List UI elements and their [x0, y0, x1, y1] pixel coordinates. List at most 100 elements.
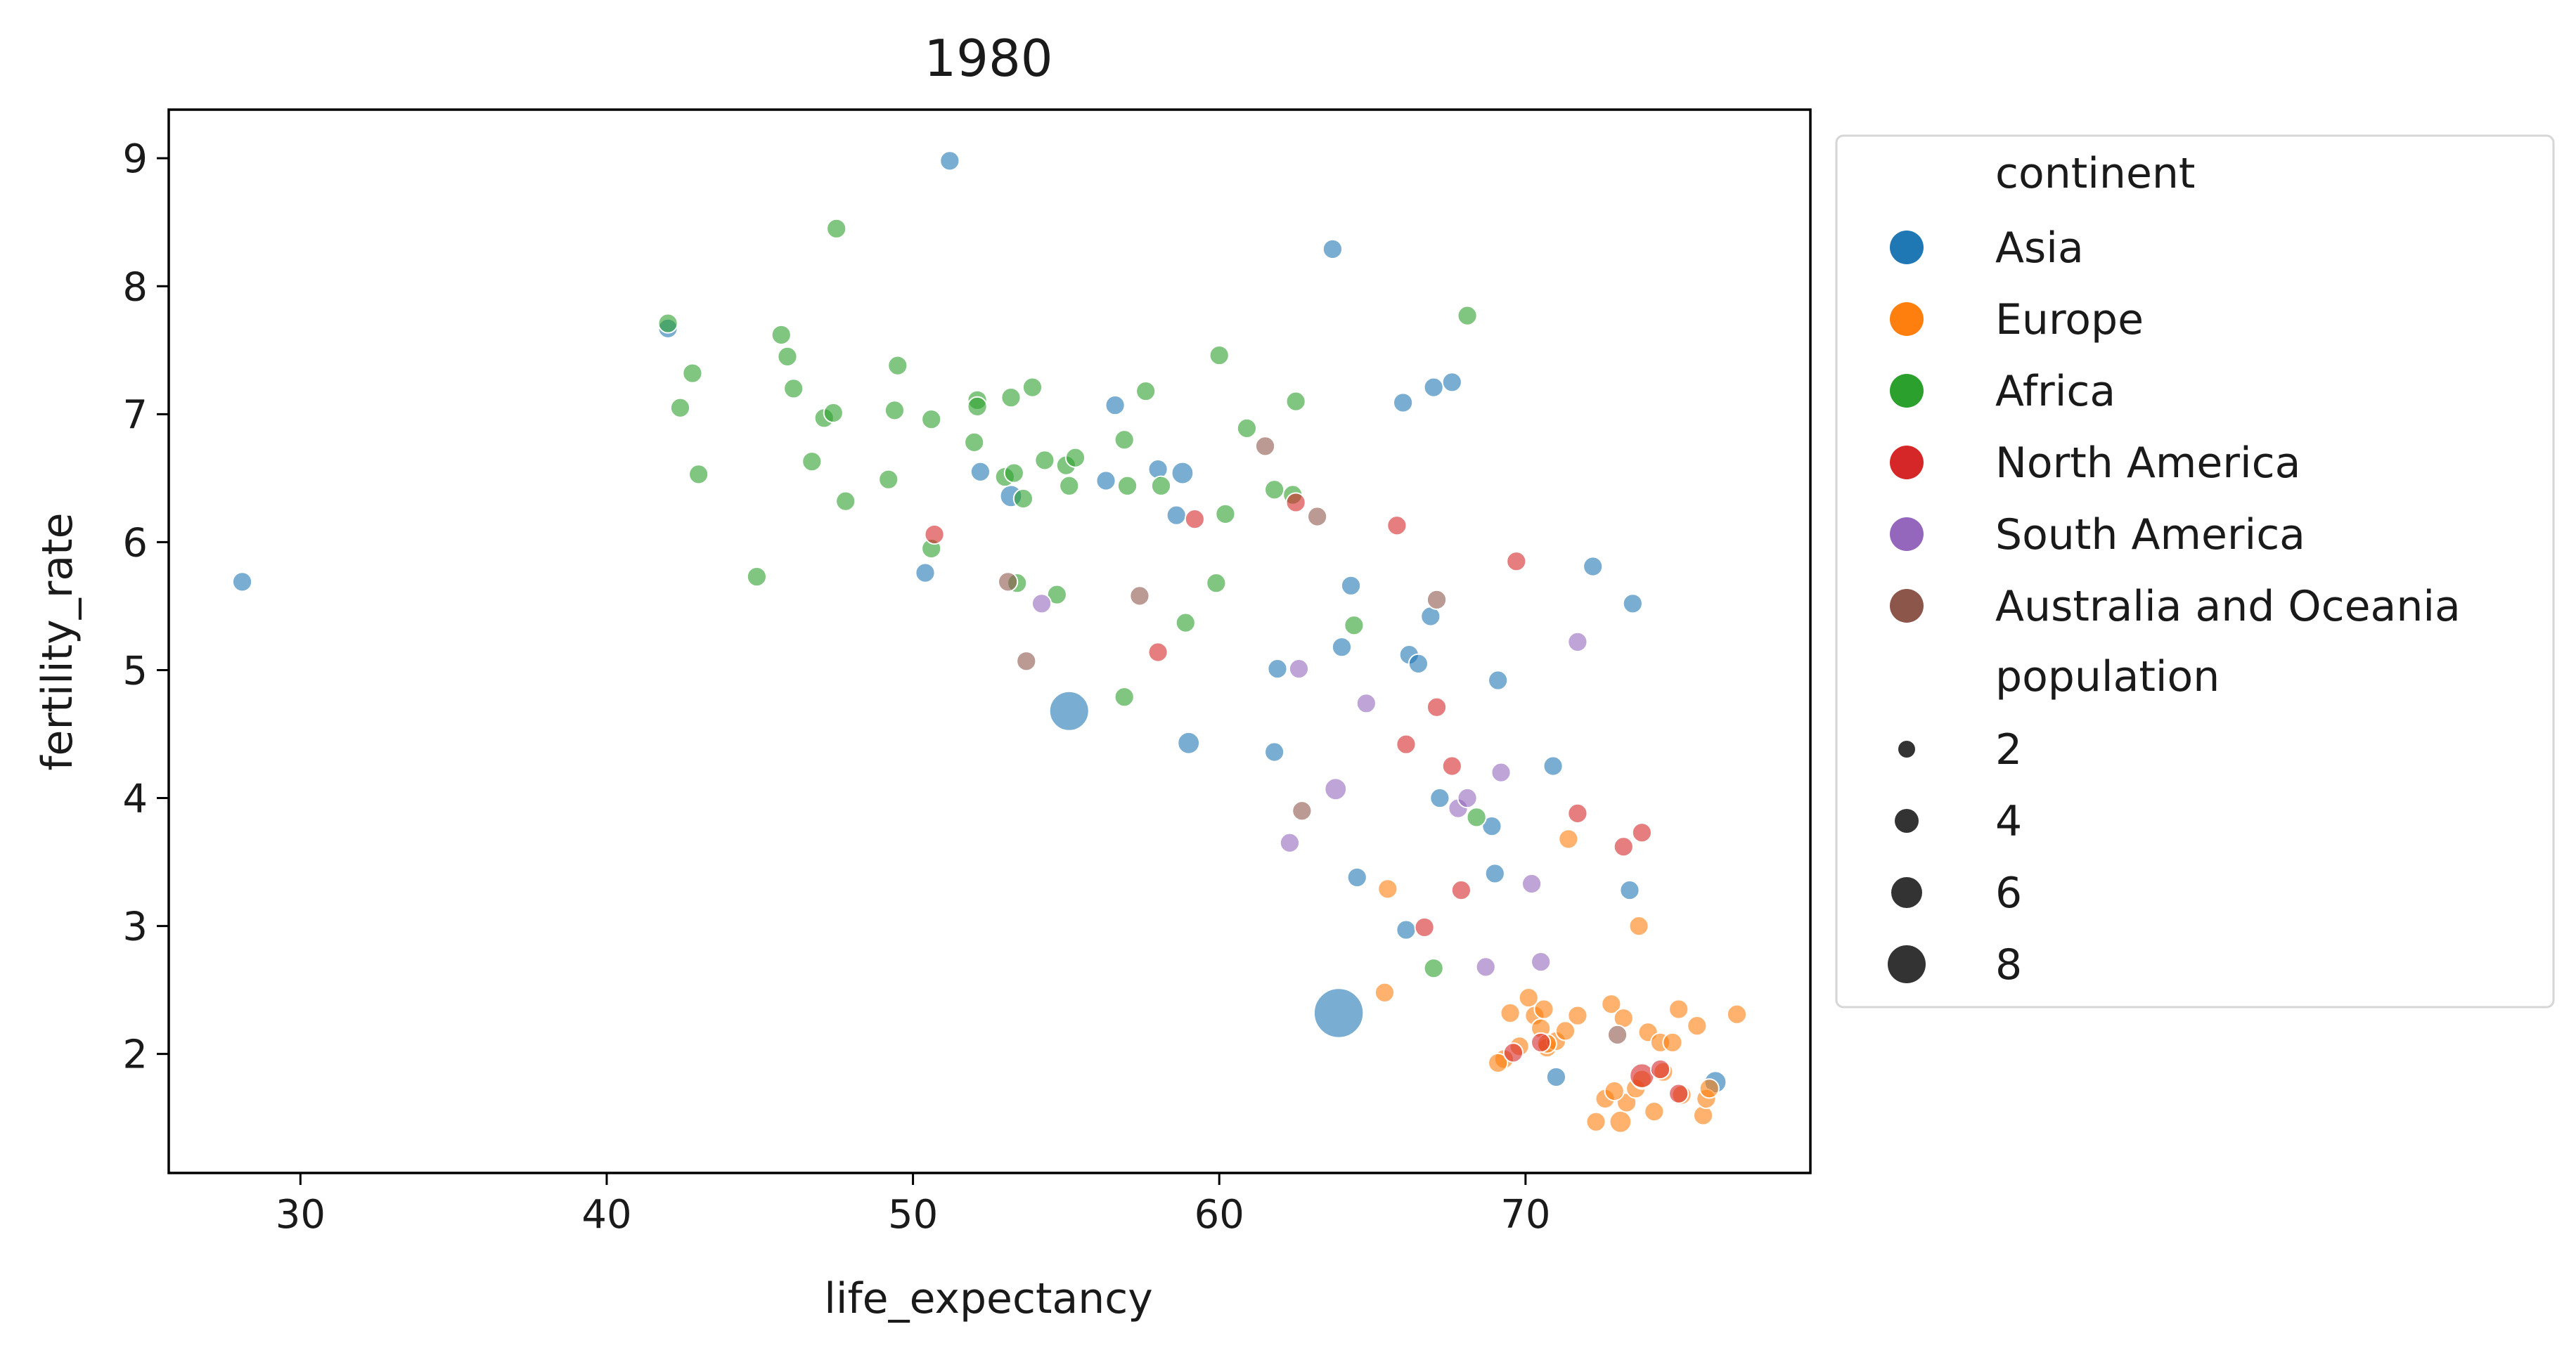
data-point: [1543, 756, 1564, 777]
data-point: [1475, 957, 1496, 978]
data-point: [1692, 1105, 1714, 1126]
y-tick-label: 5: [122, 648, 148, 694]
data-point: [1171, 461, 1194, 485]
data-point: [1003, 462, 1024, 484]
legend-marker: [1890, 231, 1924, 264]
data-point: [771, 324, 792, 346]
data-point: [1466, 807, 1487, 828]
data-point: [1344, 615, 1365, 636]
data-point: [1628, 916, 1649, 937]
data-point: [1177, 731, 1201, 755]
data-point: [1554, 1020, 1576, 1042]
data-point: [1644, 1101, 1665, 1122]
data-point: [915, 562, 936, 583]
data-point: [1215, 503, 1236, 524]
data-point: [1279, 832, 1301, 853]
legend-label: Australia and Oceania: [1995, 582, 2461, 631]
data-point: [1114, 687, 1135, 708]
data-point: [801, 451, 823, 472]
y-tick-label: 6: [122, 520, 148, 566]
legend-marker: [1890, 517, 1924, 551]
data-point: [1150, 475, 1172, 496]
data-point: [1116, 475, 1138, 496]
data-point: [1206, 573, 1227, 594]
data-point: [1346, 867, 1367, 888]
data-point: [1668, 1083, 1689, 1104]
data-point: [964, 432, 985, 453]
y-tick-label: 3: [122, 905, 148, 950]
data-point: [1340, 575, 1362, 596]
data-point: [1408, 653, 1429, 674]
data-point: [1031, 593, 1052, 614]
data-point: [1095, 470, 1116, 491]
legend-marker: [1890, 302, 1924, 336]
data-point: [1631, 822, 1653, 843]
data-point: [1285, 391, 1306, 412]
data-point: [1583, 556, 1604, 577]
data-point: [1488, 670, 1509, 691]
y-tick-label: 4: [122, 777, 148, 822]
legend-size-label: 8: [1995, 940, 2022, 990]
data-point: [1386, 515, 1408, 536]
data-point: [1059, 475, 1080, 496]
data-point: [1622, 593, 1643, 614]
plot-area-frame: [167, 108, 1812, 1174]
y-tick-label: 8: [122, 264, 148, 310]
data-point: [1393, 392, 1414, 413]
y-tick-label: 9: [122, 136, 148, 182]
data-point: [823, 402, 844, 424]
data-point: [1377, 879, 1398, 900]
data-point: [1531, 951, 1552, 973]
data-point: [1175, 612, 1196, 633]
data-point: [1355, 693, 1377, 714]
data-point: [231, 571, 253, 592]
data-point: [887, 355, 908, 376]
data-point: [1484, 863, 1505, 884]
data-point: [1481, 815, 1502, 837]
y-axis-label: fertility_rate: [33, 512, 82, 770]
data-point: [669, 397, 691, 418]
data-point: [1521, 873, 1543, 895]
y-tick-label: 7: [122, 392, 148, 438]
data-point: [1016, 651, 1037, 672]
legend-size-title: population: [1995, 652, 2220, 701]
data-point: [1264, 479, 1285, 500]
legend-label: Europe: [1995, 295, 2144, 344]
data-point: [1457, 305, 1478, 326]
data-point: [1604, 1080, 1625, 1102]
data-point: [1114, 429, 1135, 450]
data-point: [1457, 787, 1478, 809]
data-point: [1726, 1004, 1748, 1025]
data-point: [1166, 505, 1187, 526]
data-point: [777, 346, 798, 367]
data-point: [1488, 1052, 1509, 1074]
data-point: [1267, 659, 1288, 680]
data-point: [1046, 584, 1067, 605]
legend-marker: [1890, 374, 1924, 408]
chart-title: 1980: [924, 29, 1052, 88]
data-point: [1209, 344, 1230, 366]
data-point: [1236, 417, 1258, 439]
data-point: [1423, 958, 1444, 979]
data-point: [1184, 509, 1205, 530]
legend-label: Asia: [1995, 223, 2084, 273]
data-point: [1034, 450, 1055, 471]
data-point: [1307, 506, 1328, 527]
data-point: [1450, 880, 1471, 901]
data-point: [1254, 436, 1276, 457]
data-point: [998, 571, 1019, 592]
data-point: [1649, 1058, 1671, 1080]
data-point: [1048, 690, 1090, 732]
data-point: [1545, 1066, 1567, 1088]
data-point: [1135, 380, 1157, 402]
x-tick-label: 70: [1500, 1192, 1550, 1238]
data-point: [1601, 994, 1622, 1015]
data-point: [1374, 982, 1396, 1003]
data-point: [1423, 377, 1444, 398]
data-point: [1414, 916, 1435, 938]
data-point: [1518, 987, 1539, 1009]
data-point: [967, 396, 988, 417]
data-point: [1490, 762, 1512, 783]
data-point: [688, 464, 709, 485]
